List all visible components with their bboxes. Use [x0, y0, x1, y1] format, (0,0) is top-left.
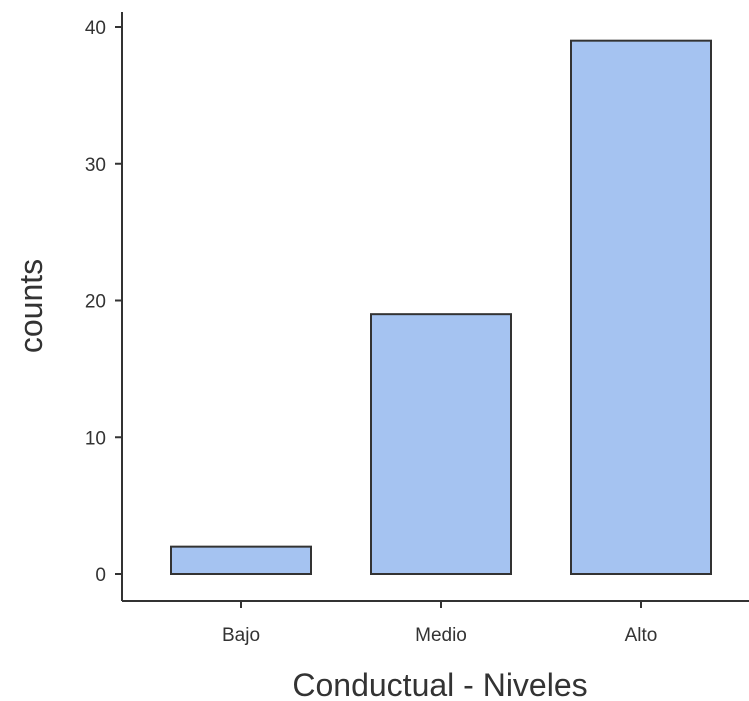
- y-tick-label-20: 20: [85, 292, 106, 313]
- y-tick-label-10: 10: [85, 428, 106, 449]
- x-tick-label-medio: Medio: [415, 625, 467, 646]
- x-axis-title: Conductual - Niveles: [292, 667, 587, 701]
- bar-medio: [370, 313, 512, 575]
- ticks-group: Bajo Medio Alto 0 10 20 30 40: [85, 18, 658, 646]
- bar-bajo: [170, 545, 312, 576]
- y-axis-title: counts: [13, 259, 49, 353]
- y-tick-label-30: 30: [85, 155, 106, 176]
- x-tick-label-alto: Alto: [625, 625, 658, 646]
- x-tick-label-bajo: Bajo: [222, 625, 260, 646]
- bar-alto: [570, 39, 712, 576]
- y-tick-label-0: 0: [95, 565, 106, 586]
- axes-group: [121, 12, 749, 602]
- y-tick-label-40: 40: [85, 18, 106, 39]
- bars-group: [170, 39, 712, 576]
